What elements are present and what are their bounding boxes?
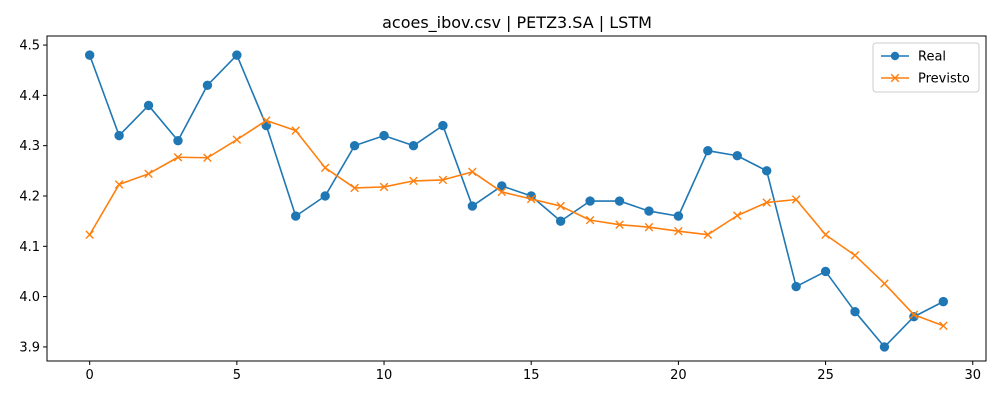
x-tick-label: 20	[670, 368, 687, 383]
legend-item-real: Real	[881, 50, 946, 65]
x-tick-label: 0	[86, 368, 94, 383]
legend-marker-previsto	[890, 73, 900, 83]
y-tick-label: 4.4	[19, 89, 40, 104]
data-point-real	[673, 211, 684, 221]
y-tick-label: 4.3	[19, 139, 40, 154]
data-point-previsto	[850, 251, 860, 260]
data-point-real	[349, 140, 360, 151]
data-point-previsto	[144, 169, 153, 179]
data-point-previsto	[379, 182, 389, 192]
legend-item-previsto: Previsto	[881, 72, 970, 87]
data-point-previsto	[262, 116, 271, 125]
data-point-real	[143, 100, 154, 111]
data-point-previsto	[438, 175, 448, 185]
data-point-real	[732, 151, 742, 161]
data-point-previsto	[556, 201, 565, 211]
data-point-previsto	[526, 194, 536, 204]
x-tick-label: 15	[523, 368, 540, 383]
x-tick-label: 10	[376, 368, 393, 383]
data-point-real	[879, 342, 890, 352]
data-point-previsto	[791, 195, 801, 204]
plot-area	[46, 35, 987, 362]
data-point-real	[379, 130, 389, 141]
data-point-previsto	[762, 198, 771, 207]
data-point-real	[820, 266, 831, 277]
data-point-real	[644, 206, 654, 216]
data-point-real	[467, 201, 478, 211]
y-tick-label: 4.5	[19, 39, 40, 54]
data-point-previsto	[114, 180, 124, 189]
data-point-previsto	[644, 222, 654, 232]
series-line-previsto	[88, 119, 944, 327]
y-tick-label: 4.2	[19, 189, 40, 204]
data-point-previsto	[880, 279, 889, 288]
chart-title: acoes_ibov.csv | PETZ3.SA | LSTM	[382, 13, 652, 33]
data-point-previsto	[939, 321, 948, 331]
legend: Real Previsto	[872, 42, 980, 93]
data-point-previsto	[732, 211, 742, 220]
data-point-real	[291, 211, 301, 221]
plot-frame	[46, 35, 987, 362]
y-tick-label: 4.0	[19, 290, 40, 305]
series-real	[84, 50, 949, 352]
data-point-real	[232, 50, 242, 60]
data-point-real	[555, 216, 566, 226]
data-point-previsto	[232, 135, 242, 144]
y-tick-label: 4.1	[19, 240, 40, 255]
y-tick-label: 3.9	[19, 340, 40, 355]
x-tick-label: 30	[964, 368, 981, 383]
data-point-previsto	[703, 230, 713, 240]
series-previsto	[85, 116, 948, 331]
data-point-real	[173, 135, 183, 146]
x-tick-label: 25	[817, 368, 834, 383]
series-line-real	[88, 54, 944, 348]
x-tick-label: 5	[233, 368, 241, 383]
legend-marker-real	[890, 51, 900, 61]
data-point-previsto	[615, 220, 624, 229]
data-point-previsto	[350, 183, 359, 193]
data-point-previsto	[821, 230, 830, 240]
data-point-previsto	[497, 187, 507, 197]
data-point-previsto	[909, 310, 919, 320]
data-point-previsto	[85, 230, 94, 240]
axes: 0 5 10 15 20 25 30 3.9 4.0 4.1 4.2 4.3 4.4 4.5	[19, 39, 981, 383]
data-point-real	[408, 140, 419, 151]
data-point-real	[497, 181, 507, 191]
data-point-real	[438, 120, 448, 131]
data-point-previsto	[409, 176, 418, 186]
data-point-previsto	[203, 153, 212, 163]
data-point-real	[703, 146, 713, 156]
legend-label-previsto: Previsto	[918, 72, 970, 87]
data-point-real	[585, 196, 595, 206]
data-point-real	[762, 166, 772, 176]
data-point-real	[614, 196, 625, 206]
data-point-previsto	[468, 167, 477, 177]
legend-label-real: Real	[918, 50, 946, 65]
data-point-real	[791, 281, 801, 292]
series-layer	[84, 50, 949, 352]
data-point-real	[114, 130, 124, 141]
data-point-previsto	[291, 126, 301, 135]
data-point-real	[938, 296, 949, 307]
data-point-previsto	[173, 152, 183, 162]
data-point-real	[84, 50, 95, 60]
data-point-previsto	[320, 163, 330, 173]
data-point-real	[202, 80, 213, 91]
data-point-previsto	[674, 226, 683, 236]
data-point-real	[850, 306, 860, 317]
data-point-previsto	[585, 215, 595, 225]
data-point-real	[320, 191, 330, 201]
